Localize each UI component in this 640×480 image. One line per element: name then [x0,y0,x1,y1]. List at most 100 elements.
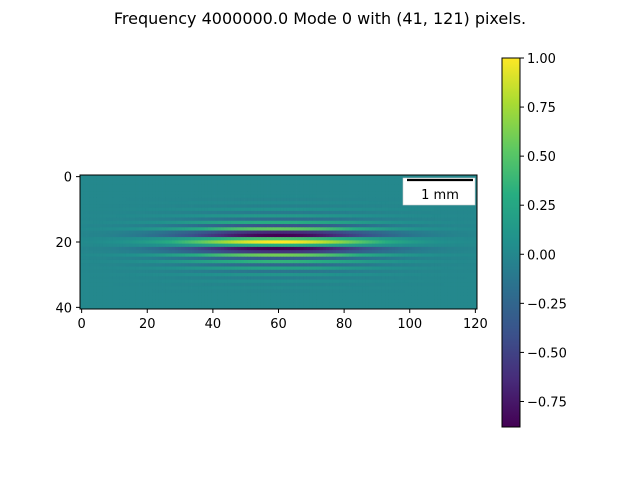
heatmap-cell [408,269,412,274]
heatmap-cell [427,302,432,307]
heatmap-cell [129,201,133,205]
heatmap-cell [470,210,475,215]
heatmap-cell [217,210,222,215]
heatmap-cell [217,237,222,241]
heatmap-cell [253,250,258,254]
heatmap-cell [306,253,311,258]
heatmap-cell [454,224,458,228]
heatmap-cell [270,250,274,254]
heatmap-cell [296,197,301,202]
heatmap-cell [450,217,455,222]
heatmap-cell [221,302,225,307]
heatmap-cell [352,210,356,215]
heatmap-cell [306,194,311,199]
heatmap-cell [437,224,442,228]
heatmap-cell [217,246,222,251]
heatmap-cell [276,259,281,264]
heatmap-cell [168,178,173,182]
heatmap-cell [221,299,225,303]
heatmap-cell [198,256,202,261]
heatmap-cell [112,178,117,182]
heatmap-cell [93,178,97,182]
heatmap-cell [388,286,393,290]
heatmap-cell [230,292,235,297]
heatmap-cell [106,207,110,212]
heatmap-cell [267,289,271,294]
heatmap-cell [162,263,166,267]
heatmap-cell [201,197,206,202]
heatmap-cell [335,197,340,202]
heatmap-cell [322,246,327,251]
heatmap-cell [299,273,304,277]
heatmap-cell [394,191,399,196]
heatmap-cell [175,305,179,310]
heatmap-cell [227,302,232,307]
heatmap-cell [181,210,186,215]
heatmap-cell [175,266,179,271]
heatmap-cell [434,305,439,310]
heatmap-cell [99,273,104,277]
heatmap-cell [191,194,196,199]
heatmap-cell [80,279,84,284]
heatmap-cell [260,197,265,202]
heatmap-cell [181,263,186,267]
heatmap-cell [339,256,343,261]
heatmap-cell [421,253,425,258]
heatmap-cell [267,175,271,179]
heatmap-cell [145,184,150,189]
heatmap-cell [286,191,291,196]
heatmap-cell [332,253,337,258]
heatmap-cell [391,292,396,297]
heatmap-cell [119,233,124,238]
heatmap-cell [234,282,238,287]
heatmap-cell [355,269,360,274]
heatmap-cell [335,286,340,290]
heatmap-cell [391,188,396,192]
heatmap-cell [99,224,104,228]
heatmap-cell [145,230,150,235]
heatmap-cell [139,279,143,284]
heatmap-cell [345,175,350,179]
heatmap-cell [345,178,350,182]
heatmap-cell [316,259,320,264]
heatmap-cell [329,286,334,290]
heatmap-cell [148,204,153,209]
heatmap-cell [355,210,360,215]
heatmap-cell [437,295,442,300]
heatmap-cell [312,253,317,258]
heatmap-cell [106,194,110,199]
heatmap-cell [365,175,370,179]
heatmap-cell [224,224,229,228]
heatmap-cell [207,250,212,254]
heatmap-cell [312,224,317,228]
heatmap-cell [470,230,475,235]
heatmap-cell [414,295,419,300]
heatmap-cell [414,217,419,222]
heatmap-cell [211,227,215,231]
heatmap-cell [349,214,353,218]
heatmap-cell [378,273,383,277]
heatmap-cell [424,269,429,274]
heatmap-cell [178,217,183,222]
heatmap-cell [421,282,425,287]
heatmap-cell [270,220,274,225]
heatmap-cell [388,204,393,209]
heatmap-cell [142,250,147,254]
heatmap-cell [211,184,215,189]
heatmap-cell [280,295,284,300]
heatmap-cell [467,266,471,271]
heatmap-cell [132,253,137,258]
heatmap-cell [257,246,261,251]
heatmap-cell [296,253,301,258]
heatmap-cell [191,224,196,228]
heatmap-cell [139,224,143,228]
heatmap-cell [388,256,393,261]
heatmap-cell [368,276,373,280]
heatmap-cell [316,233,320,238]
heatmap-cell [148,224,153,228]
heatmap-cell [312,240,317,245]
heatmap-cell [135,263,140,267]
heatmap-cell [83,302,87,307]
heatmap-cell [155,178,160,182]
heatmap-cell [316,194,320,199]
